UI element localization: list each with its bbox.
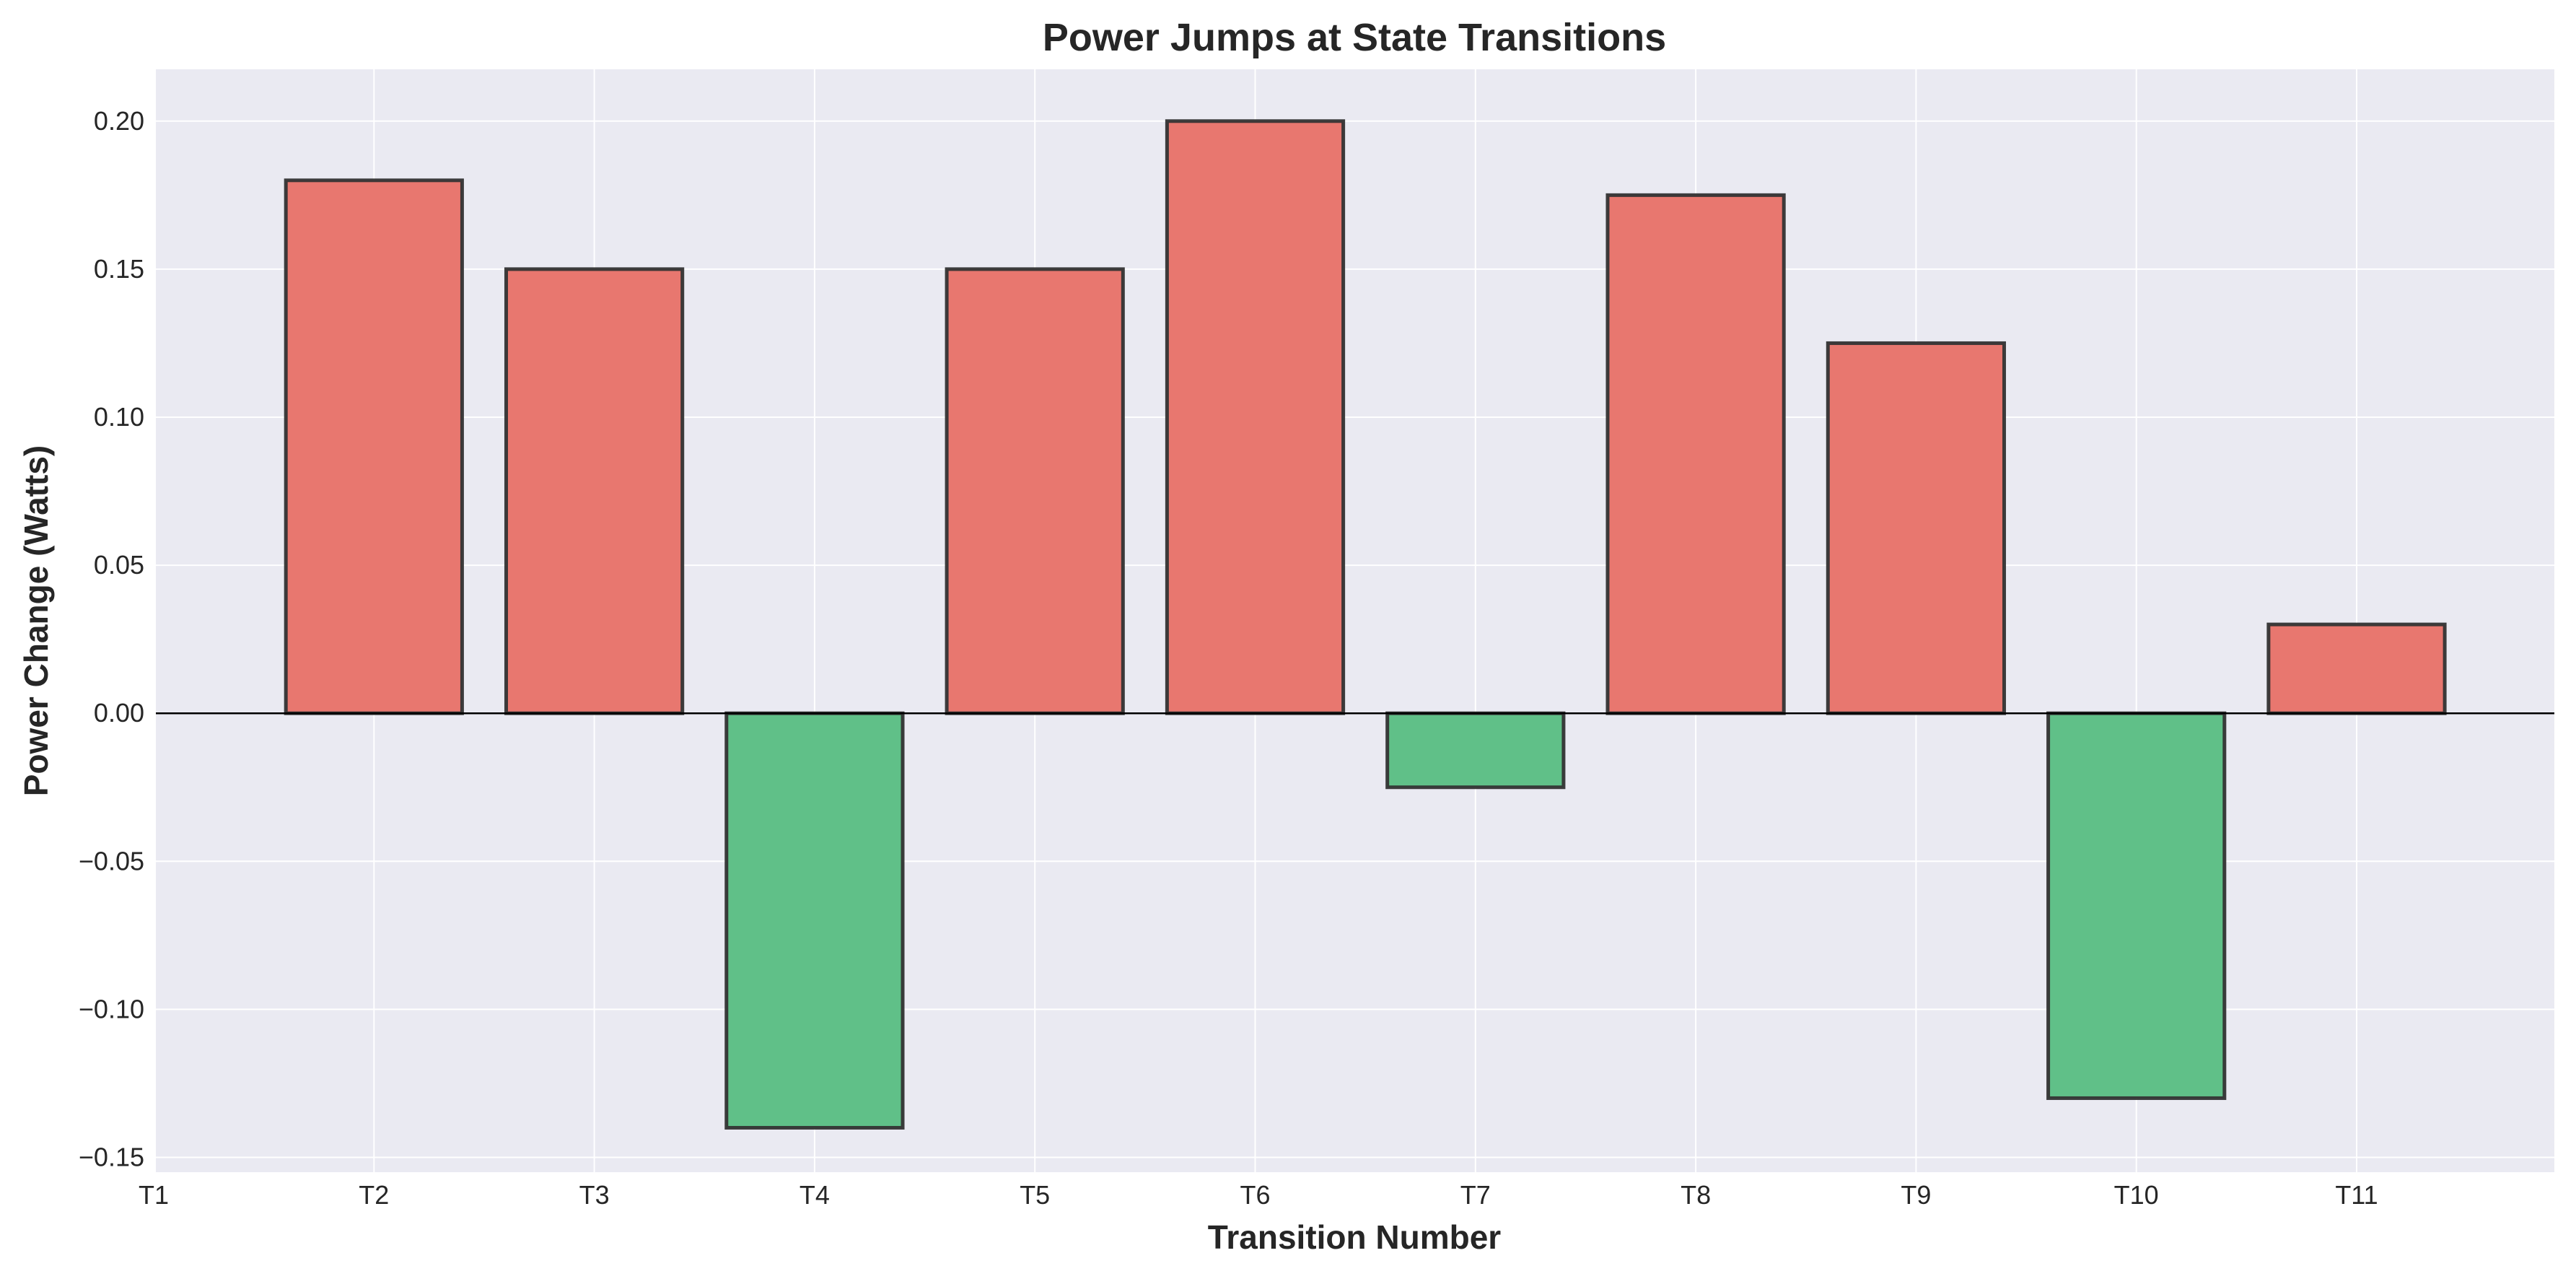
chart-title: Power Jumps at State Transitions	[1043, 16, 1666, 59]
x-axis-label: Transition Number	[1208, 1218, 1501, 1256]
x-tick-label: T7	[1460, 1180, 1491, 1210]
bar-t7	[1385, 711, 1566, 790]
bars	[284, 119, 2447, 1130]
x-tick-label: T5	[1020, 1180, 1050, 1210]
y-tick-label: 0.00	[94, 698, 144, 728]
y-tick-label: −0.10	[79, 994, 144, 1023]
y-tick-labels: 0.20 0.15 0.10 0.05 0.00 −0.05 −0.10 −0.15	[79, 106, 144, 1172]
y-tick-label: −0.15	[79, 1142, 144, 1171]
bar-t3	[504, 267, 685, 715]
y-tick-label: −0.05	[79, 846, 144, 876]
bar-t8	[1605, 193, 1786, 715]
bar-t9	[1826, 341, 2007, 715]
x-tick-label: T4	[799, 1180, 830, 1210]
x-tick-label: T8	[1681, 1180, 1711, 1210]
y-tick-label: 0.05	[94, 550, 144, 580]
bar-t2	[284, 178, 464, 715]
bar-t4	[724, 711, 905, 1130]
bar-t6	[1165, 119, 1346, 715]
y-tick-label: 0.15	[94, 254, 144, 284]
y-axis-label: Power Change (Watts)	[17, 445, 55, 796]
bar-t5	[945, 267, 1125, 715]
bar-t10	[2046, 711, 2227, 1100]
x-tick-label: T3	[579, 1180, 610, 1210]
x-tick-label: T10	[2114, 1180, 2159, 1210]
x-tick-label: T2	[359, 1180, 389, 1210]
y-tick-label: 0.10	[94, 402, 144, 432]
bar-t11	[2266, 622, 2447, 715]
x-tick-label: T11	[2335, 1180, 2378, 1210]
x-tick-labels: T1 T2 T3 T4 T5 T6 T7 T8 T9 T10 T11	[139, 1180, 2378, 1210]
x-tick-label: T6	[1240, 1180, 1270, 1210]
x-tick-label: T1	[139, 1180, 169, 1210]
y-tick-label: 0.20	[94, 106, 144, 136]
x-tick-label: T9	[1901, 1180, 1931, 1210]
